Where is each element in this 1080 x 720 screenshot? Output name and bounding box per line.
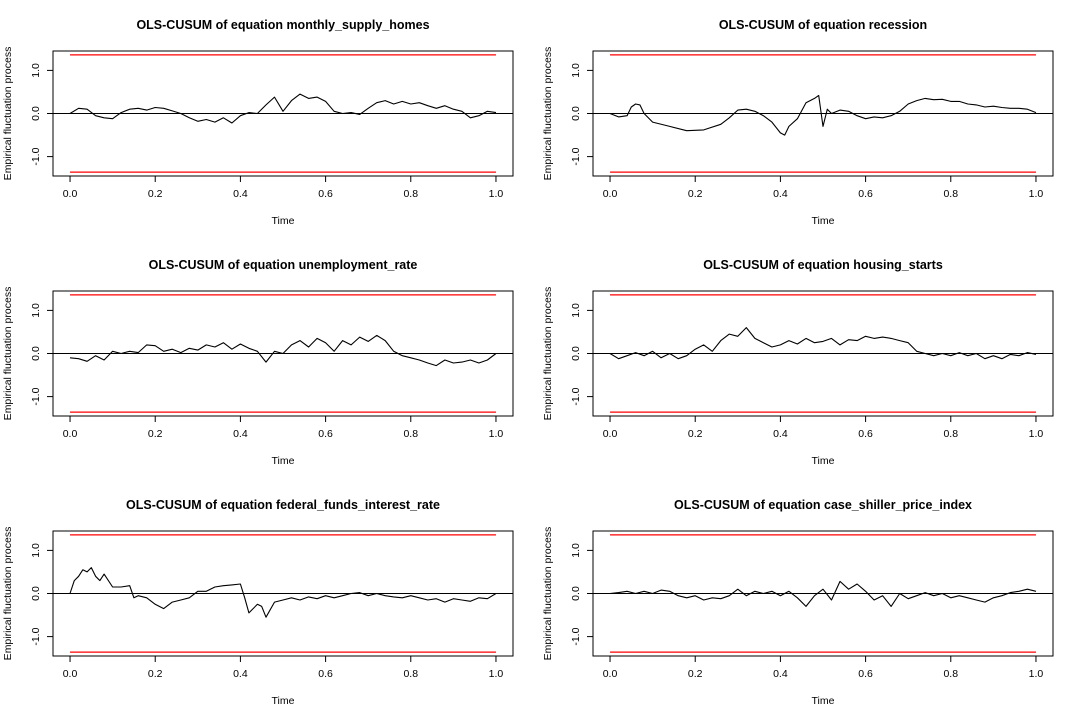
y-axis-label: Empirical fluctuation process xyxy=(542,527,554,661)
x-tick-label: 0.2 xyxy=(148,668,163,680)
y-tick-label: -1.0 xyxy=(30,387,42,405)
x-tick-label: 0.6 xyxy=(318,188,333,200)
y-tick-label: 1.0 xyxy=(30,63,42,78)
y-axis-label: Empirical fluctuation process xyxy=(2,527,14,661)
chart-panel-5: OLS-CUSUM of equation federal_funds_inte… xyxy=(2,498,514,707)
fluctuation-process-line xyxy=(609,327,1037,360)
x-tick-label: 0.2 xyxy=(688,668,703,680)
x-tick-label: 1.0 xyxy=(1029,188,1044,200)
y-tick-label: 0.0 xyxy=(570,106,582,121)
chart-title: OLS-CUSUM of equation federal_funds_inte… xyxy=(126,498,440,512)
chart-title: OLS-CUSUM of equation case_shiller_price… xyxy=(674,498,972,512)
x-tick-label: 1.0 xyxy=(489,188,504,200)
x-tick-label: 0.8 xyxy=(403,668,418,680)
chart-panel-4: OLS-CUSUM of equation housing_starts 0.0 0… xyxy=(542,258,1054,467)
y-tick-label: -1.0 xyxy=(30,147,42,165)
x-tick-label: 0.2 xyxy=(688,428,703,440)
fluctuation-process-line xyxy=(609,580,1037,607)
x-tick-label: 0.4 xyxy=(773,188,788,200)
x-tick-label: 0.4 xyxy=(233,668,248,680)
fluctuation-process-line xyxy=(69,334,497,367)
fluctuation-process-line xyxy=(609,94,1037,136)
x-tick-label: 0.8 xyxy=(943,188,958,200)
x-axis-label: Time xyxy=(272,215,295,227)
chart-panel-1: OLS-CUSUM of equation monthly_supply_hom… xyxy=(2,18,514,227)
y-axis-label: Empirical fluctuation process xyxy=(2,287,14,421)
x-tick-label: 0.4 xyxy=(233,428,248,440)
x-tick-label: 0.6 xyxy=(318,668,333,680)
x-tick-label: 0.0 xyxy=(603,188,618,200)
x-tick-label: 0.0 xyxy=(63,188,78,200)
x-tick-label: 0.2 xyxy=(148,188,163,200)
x-tick-label: 0.4 xyxy=(233,188,248,200)
x-tick-label: 0.6 xyxy=(318,428,333,440)
x-tick-label: 0.0 xyxy=(603,668,618,680)
chart-panel-6: OLS-CUSUM of equation case_shiller_price… xyxy=(542,498,1054,707)
fluctuation-process-line xyxy=(69,93,497,124)
x-tick-label: 0.6 xyxy=(858,668,873,680)
x-tick-label: 0.6 xyxy=(858,428,873,440)
x-axis-label: Time xyxy=(812,455,835,467)
x-tick-label: 1.0 xyxy=(1029,428,1044,440)
y-tick-label: -1.0 xyxy=(570,627,582,645)
x-tick-label: 0.8 xyxy=(403,188,418,200)
y-axis-label: Empirical fluctuation process xyxy=(2,47,14,181)
y-tick-label: -1.0 xyxy=(570,147,582,165)
chart-panel-2: OLS-CUSUM of equation recession 0.0 0.2 0.4… xyxy=(542,18,1054,227)
y-axis-label: Empirical fluctuation process xyxy=(542,47,554,181)
x-axis-label: Time xyxy=(812,695,835,707)
chart-title: OLS-CUSUM of equation recession xyxy=(719,18,927,32)
y-tick-label: 0.0 xyxy=(30,586,42,601)
y-tick-label: 0.0 xyxy=(30,346,42,361)
x-tick-label: 0.2 xyxy=(148,428,163,440)
x-tick-label: 0.4 xyxy=(773,428,788,440)
y-axis-label: Empirical fluctuation process xyxy=(542,287,554,421)
chart-title: OLS-CUSUM of equation housing_starts xyxy=(703,258,943,272)
chart-panel-3: OLS-CUSUM of equation unemployment_rate 0… xyxy=(2,258,514,467)
x-tick-label: 0.8 xyxy=(943,428,958,440)
chart-title: OLS-CUSUM of equation unemployment_rate xyxy=(149,258,418,272)
y-tick-label: 1.0 xyxy=(30,543,42,558)
y-tick-label: 0.0 xyxy=(570,586,582,601)
x-axis-label: Time xyxy=(812,215,835,227)
x-tick-label: 0.6 xyxy=(858,188,873,200)
chart-title: OLS-CUSUM of equation monthly_supply_hom… xyxy=(136,18,429,32)
x-tick-label: 1.0 xyxy=(489,668,504,680)
y-tick-label: -1.0 xyxy=(570,387,582,405)
x-tick-label: 0.0 xyxy=(603,428,618,440)
y-tick-label: 0.0 xyxy=(570,346,582,361)
y-tick-label: 0.0 xyxy=(30,106,42,121)
x-tick-label: 0.0 xyxy=(63,428,78,440)
y-tick-label: -1.0 xyxy=(30,627,42,645)
y-tick-label: 1.0 xyxy=(570,63,582,78)
x-tick-label: 0.8 xyxy=(943,668,958,680)
x-tick-label: 0.2 xyxy=(688,188,703,200)
x-tick-label: 1.0 xyxy=(489,428,504,440)
fluctuation-process-line xyxy=(69,567,497,618)
y-tick-label: 1.0 xyxy=(570,543,582,558)
x-axis-label: Time xyxy=(272,695,295,707)
x-axis-label: Time xyxy=(272,455,295,467)
y-tick-label: 1.0 xyxy=(570,303,582,318)
x-tick-label: 0.4 xyxy=(773,668,788,680)
x-tick-label: 0.0 xyxy=(63,668,78,680)
x-tick-label: 0.8 xyxy=(403,428,418,440)
y-tick-label: 1.0 xyxy=(30,303,42,318)
x-tick-label: 1.0 xyxy=(1029,668,1044,680)
